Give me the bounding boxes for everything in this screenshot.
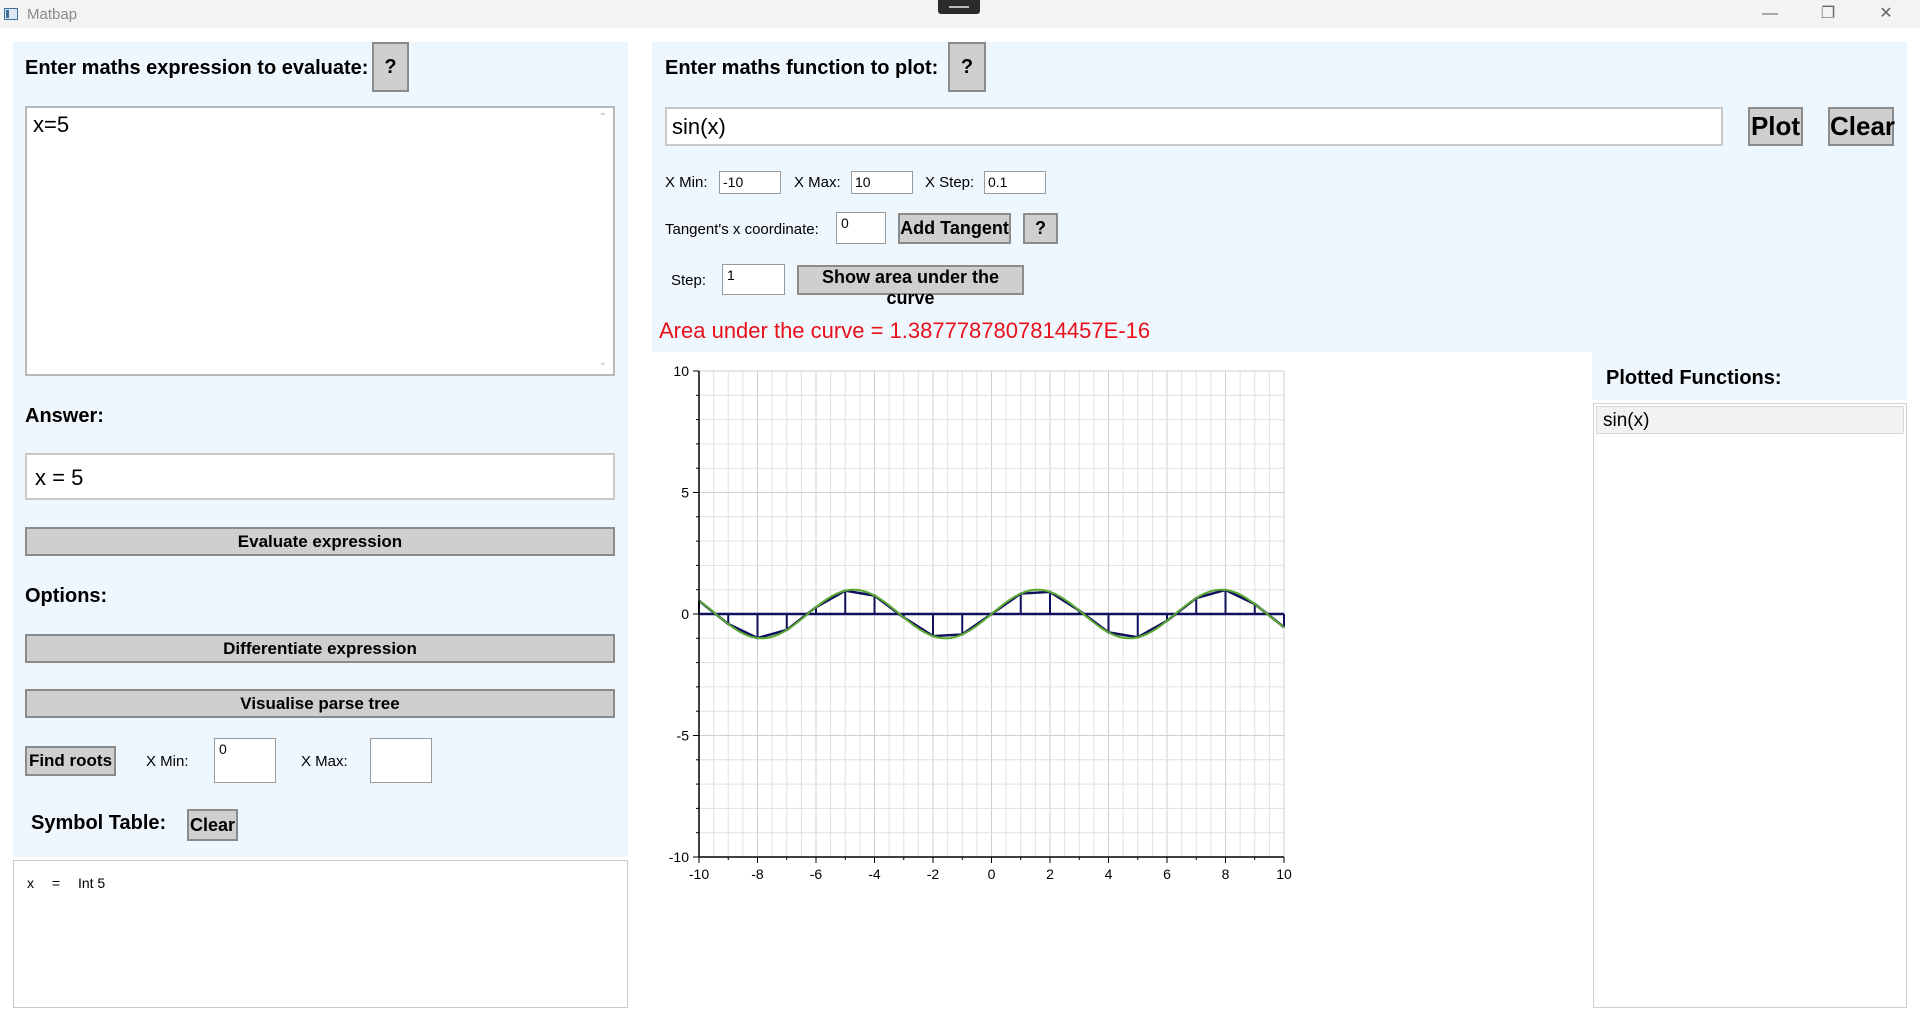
- plot-xstep-value: 0.1: [988, 174, 1008, 190]
- roots-xmin-label: X Min:: [146, 753, 189, 770]
- expression-help-button[interactable]: ?: [372, 42, 409, 92]
- function-chart[interactable]: -10 -8 -6 -4 -2 0 2 4 6 8 10 10 5 0 -5 -10: [650, 355, 1590, 1008]
- expression-textarea[interactable]: x=5 ⌃ ⌄: [25, 106, 615, 376]
- symbol-table-label: Symbol Table:: [31, 812, 167, 834]
- symbol-table: x = Int 5: [13, 860, 628, 1008]
- x-tick-label: -6: [810, 866, 823, 882]
- y-tick-label: -5: [677, 728, 690, 744]
- plot-xmin-label: X Min:: [665, 174, 708, 191]
- parse-tree-button[interactable]: Visualise parse tree: [25, 689, 615, 718]
- scroll-down-icon: ⌄: [598, 357, 608, 368]
- close-button[interactable]: ✕: [1879, 5, 1893, 22]
- step-input-value: 1: [727, 267, 735, 283]
- show-area-button[interactable]: Show area under the curve: [797, 265, 1024, 308]
- y-tick-label: 10: [673, 363, 689, 379]
- plotted-function-item[interactable]: sin(x): [1596, 406, 1904, 434]
- x-tick-label: -8: [751, 866, 764, 882]
- function-input[interactable]: sin(x): [665, 107, 1723, 146]
- find-roots-button[interactable]: Find roots: [25, 746, 116, 776]
- plot-function-label: Enter maths function to plot:: [665, 57, 939, 79]
- roots-xmin-value: 0: [219, 741, 227, 757]
- tangent-input[interactable]: 0: [836, 212, 886, 244]
- expression-label: Enter maths expression to evaluate:: [25, 57, 369, 79]
- x-tick-label: 8: [1222, 866, 1230, 882]
- differentiate-button[interactable]: Differentiate expression: [25, 634, 615, 663]
- minimize-button[interactable]: —: [1762, 5, 1778, 22]
- x-tick-label: -2: [927, 866, 940, 882]
- plot-xmax-input[interactable]: 10: [851, 171, 913, 194]
- evaluate-button[interactable]: Evaluate expression: [25, 527, 615, 556]
- plotted-functions-list: sin(x): [1593, 403, 1907, 1008]
- scroll-up-icon: ⌃: [598, 112, 608, 123]
- plot-clear-button[interactable]: Clear: [1828, 107, 1895, 146]
- symbol-name: x: [27, 875, 34, 891]
- step-label: Step:: [671, 272, 707, 289]
- plot-help-button[interactable]: ?: [948, 42, 986, 92]
- plot-xmax-value: 10: [855, 174, 871, 190]
- options-label: Options:: [25, 585, 108, 607]
- tangent-label: Tangent's x coordinate:: [665, 221, 819, 238]
- y-tick-label: 0: [681, 606, 689, 622]
- maximize-button[interactable]: ❐: [1820, 5, 1836, 22]
- x-tick-label: 4: [1105, 866, 1113, 882]
- symbol-equals: =: [51, 875, 61, 891]
- textarea-scrollbar[interactable]: ⌃ ⌄: [597, 112, 609, 368]
- y-tick-label: 5: [681, 485, 689, 501]
- expression-text: x=5: [33, 112, 70, 137]
- tangent-help-button[interactable]: ?: [1023, 213, 1058, 244]
- snap-handle[interactable]: [938, 0, 980, 14]
- plot-xstep-input[interactable]: 0.1: [984, 171, 1046, 194]
- plot-xmax-label: X Max:: [794, 174, 841, 191]
- answer-field: x = 5: [25, 453, 615, 500]
- answer-label: Answer:: [25, 405, 104, 427]
- title-bar: Matbap — ❐ ✕: [0, 0, 1920, 28]
- plotted-functions-label: Plotted Functions:: [1606, 367, 1782, 389]
- roots-xmax-label: X Max:: [301, 753, 348, 770]
- chart-ticks: -10 -8 -6 -4 -2 0 2 4 6 8 10 10 5 0 -5 -10: [669, 363, 1292, 882]
- plot-xmin-value: -10: [723, 174, 744, 190]
- x-tick-label: -10: [689, 866, 709, 882]
- symbol-row: x = Int 5: [27, 875, 105, 891]
- plot-xmin-input[interactable]: -10: [719, 171, 781, 194]
- y-tick-label: -10: [669, 849, 689, 865]
- answer-text: x = 5: [35, 465, 84, 490]
- roots-xmax-input[interactable]: [370, 738, 432, 783]
- plot-button[interactable]: Plot: [1748, 107, 1803, 146]
- roots-xmin-input[interactable]: 0: [214, 738, 276, 783]
- x-tick-label: -4: [868, 866, 881, 882]
- step-input[interactable]: 1: [722, 264, 785, 295]
- function-input-text: sin(x): [672, 114, 726, 139]
- plot-xstep-label: X Step:: [925, 174, 975, 191]
- function-curve: [698, 588, 1285, 640]
- symbol-value: Int 5: [77, 875, 106, 891]
- x-tick-label: 10: [1276, 866, 1292, 882]
- add-tangent-button[interactable]: Add Tangent: [898, 213, 1011, 244]
- symbol-table-clear-button[interactable]: Clear: [187, 809, 238, 841]
- x-tick-label: 0: [988, 866, 996, 882]
- tangent-input-value: 0: [841, 215, 849, 231]
- area-result: Area under the curve = 1.387778780781445…: [659, 318, 1151, 343]
- plotted-functions-header-panel: [1592, 352, 1907, 400]
- x-tick-label: 2: [1046, 866, 1054, 882]
- x-tick-label: 6: [1163, 866, 1171, 882]
- app-icon: [4, 8, 18, 20]
- plot-controls-panel: [652, 42, 1907, 352]
- window-title: Matbap: [27, 6, 78, 23]
